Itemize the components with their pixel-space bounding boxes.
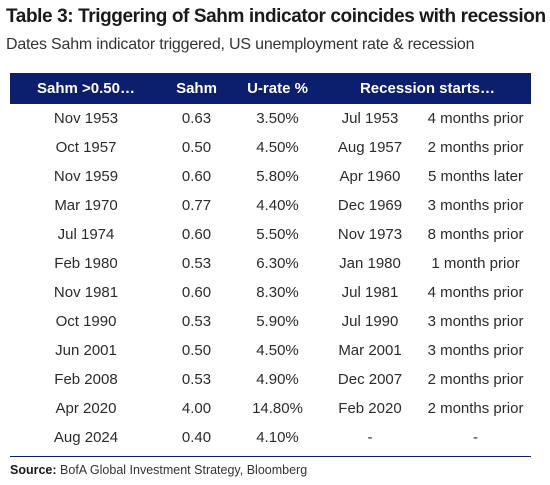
table-row: Oct 1990 0.53 5.90% Jul 1990 3 months prior [10, 307, 531, 336]
trigger-date-cell: Jun 2001 [55, 342, 117, 359]
table-subtitle: Dates Sahm indicator triggered, US unemp… [6, 36, 475, 53]
unemployment-rate-cell: 14.80% [252, 400, 303, 417]
table-row: Feb 2008 0.53 4.90% Dec 2007 2 months prior [10, 365, 531, 394]
sahm-value-cell: 0.63 [181, 110, 212, 127]
unemployment-rate-cell: 4.90% [256, 371, 299, 388]
recession-timing-cell: 2 months prior [427, 139, 524, 156]
source-divider [10, 456, 531, 457]
table-body: Nov 1953 0.63 3.50% Jul 1953 4 months prior O… [10, 104, 531, 452]
trigger-date-cell: Aug 2024 [53, 429, 119, 446]
recession-date-cell: Jul 1981 [341, 284, 399, 301]
recession-timing-cell: 3 months prior [427, 313, 524, 330]
recession-timing-cell: 1 month prior [431, 255, 520, 272]
table-row: Jul 1974 0.60 5.50% Nov 1973 8 months prior [10, 220, 531, 249]
recession-date-cell: Jan 1980 [339, 255, 401, 272]
recession-timing-cell: 8 months prior [427, 226, 524, 243]
table-row: Jun 2001 0.50 4.50% Mar 2001 3 months prior [10, 336, 531, 365]
trigger-date-cell: Oct 1957 [55, 139, 117, 156]
recession-date-cell: - [367, 429, 373, 446]
sahm-value-cell: 0.53 [181, 313, 212, 330]
recession-date-cell: Dec 2007 [337, 371, 403, 388]
sahm-table: Sahm >0.50… Sahm U-rate % Recession star… [10, 73, 531, 452]
sahm-value-cell: 0.53 [181, 371, 212, 388]
recession-date-cell: Apr 1960 [339, 168, 401, 185]
trigger-date-cell: Apr 2020 [55, 400, 117, 417]
recession-date-cell: Feb 2020 [338, 400, 402, 417]
trigger-date-cell: Nov 1953 [53, 110, 119, 127]
recession-timing-cell: - [473, 429, 478, 446]
table-row: Apr 2020 4.00 14.80% Feb 2020 2 months prior [10, 394, 531, 423]
sahm-value-cell: 0.53 [181, 255, 212, 272]
trigger-date-cell: Nov 1981 [53, 284, 119, 301]
sahm-value-cell: 0.77 [181, 197, 212, 214]
recession-date-cell: Nov 1973 [337, 226, 403, 243]
table-title: Table 3: Triggering of Sahm indicator co… [6, 6, 546, 27]
header-row: Sahm >0.50… Sahm U-rate % Recession star… [10, 73, 531, 104]
header-sahm-value: Sahm [176, 80, 217, 97]
recession-timing-cell: 2 months prior [427, 400, 524, 417]
source-text: BofA Global Investment Strategy, Bloombe… [60, 463, 308, 477]
recession-date-cell: Aug 1957 [337, 139, 403, 156]
unemployment-rate-cell: 4.50% [256, 342, 299, 359]
sahm-value-cell: 0.60 [181, 284, 212, 301]
header-unemployment-rate: U-rate % [247, 80, 308, 97]
sahm-value-cell: 0.50 [181, 139, 212, 156]
source-label: Source: [10, 463, 57, 477]
recession-timing-cell: 4 months prior [427, 110, 524, 127]
recession-timing-cell: 2 months prior [427, 371, 524, 388]
table-row: Nov 1953 0.63 3.50% Jul 1953 4 months prior [10, 104, 531, 133]
source-note: Source: BofA Global Investment Strategy,… [10, 463, 307, 477]
unemployment-rate-cell: 8.30% [256, 284, 299, 301]
trigger-date-cell: Feb 1980 [54, 255, 118, 272]
unemployment-rate-cell: 3.50% [256, 110, 299, 127]
header-recession-starts: Recession starts… [359, 80, 496, 97]
trigger-date-cell: Feb 2008 [54, 371, 118, 388]
table-row: Feb 1980 0.53 6.30% Jan 1980 1 month prior [10, 249, 531, 278]
recession-date-cell: Jul 1990 [341, 313, 399, 330]
trigger-date-cell: Oct 1990 [55, 313, 117, 330]
trigger-date-cell: Mar 1970 [54, 197, 118, 214]
table-row: Nov 1959 0.60 5.80% Apr 1960 5 months later [10, 162, 531, 191]
unemployment-rate-cell: 5.50% [256, 226, 299, 243]
header-sahm-trigger-date: Sahm >0.50… [37, 80, 135, 97]
trigger-date-cell: Nov 1959 [53, 168, 119, 185]
table-row: Mar 1970 0.77 4.40% Dec 1969 3 months prior [10, 191, 531, 220]
table-row: Aug 2024 0.40 4.10% - - [10, 423, 531, 452]
unemployment-rate-cell: 4.50% [256, 139, 299, 156]
sahm-value-cell: 0.60 [181, 168, 212, 185]
table-header: Sahm >0.50… Sahm U-rate % Recession star… [10, 73, 531, 104]
sahm-value-cell: 0.40 [181, 429, 212, 446]
sahm-value-cell: 0.50 [181, 342, 212, 359]
recession-timing-cell: 4 months prior [427, 284, 524, 301]
unemployment-rate-cell: 4.10% [256, 429, 299, 446]
unemployment-rate-cell: 4.40% [256, 197, 299, 214]
recession-timing-cell: 3 months prior [427, 197, 524, 214]
recession-timing-cell: 5 months later [427, 168, 524, 185]
unemployment-rate-cell: 5.90% [256, 313, 299, 330]
trigger-date-cell: Jul 1974 [57, 226, 115, 243]
recession-date-cell: Jul 1953 [341, 110, 399, 127]
sahm-value-cell: 0.60 [181, 226, 212, 243]
sahm-value-cell: 4.00 [181, 400, 212, 417]
unemployment-rate-cell: 6.30% [256, 255, 299, 272]
table-row: Oct 1957 0.50 4.50% Aug 1957 2 months prior [10, 133, 531, 162]
recession-date-cell: Dec 1969 [337, 197, 403, 214]
unemployment-rate-cell: 5.80% [256, 168, 299, 185]
recession-date-cell: Mar 2001 [338, 342, 402, 359]
recession-timing-cell: 3 months prior [427, 342, 524, 359]
table-row: Nov 1981 0.60 8.30% Jul 1981 4 months prior [10, 278, 531, 307]
